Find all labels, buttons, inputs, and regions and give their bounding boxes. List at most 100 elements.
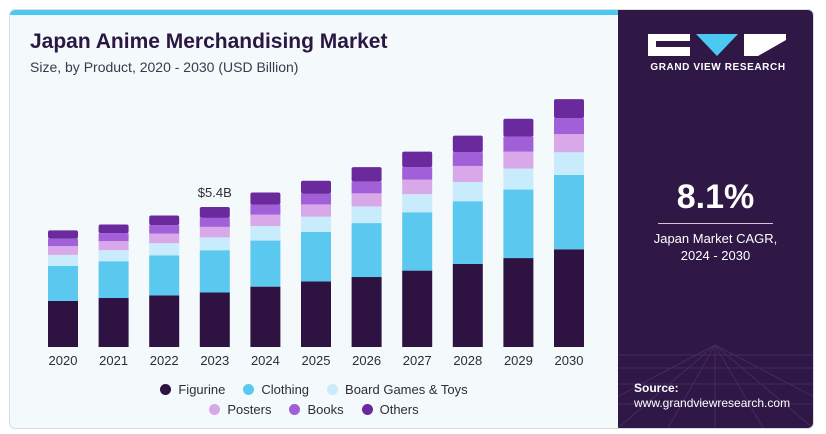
- cagr-label-line1: Japan Market CAGR,: [653, 231, 778, 246]
- bar-segment-figurine-2020: [48, 300, 78, 347]
- bar-segment-figurine-2021: [98, 298, 129, 347]
- bar-segment-board-games-toys-2020: [48, 254, 78, 266]
- bar-segment-figurine-2024: [250, 286, 281, 347]
- bar-segment-books-2030: [554, 118, 584, 135]
- bar-segment-clothing-2028: [452, 201, 483, 264]
- x-tick-label-2022: 2022: [150, 353, 179, 368]
- bar-segment-clothing-2027: [402, 212, 433, 271]
- x-tick-label-2030: 2030: [555, 353, 584, 368]
- chart-panel: Japan Anime Merchandising Market Size, b…: [10, 10, 618, 428]
- source-block: Source: www.grandviewresearch.com: [634, 381, 790, 411]
- x-tick-label-2026: 2026: [352, 353, 381, 368]
- bar-segment-others-2021: [98, 224, 129, 234]
- bar-segment-books-2022: [149, 225, 180, 234]
- bar-segment-others-2025: [301, 180, 331, 194]
- bar-segment-others-2020: [48, 230, 78, 239]
- bar-segment-board-games-toys-2027: [402, 194, 433, 213]
- bar-segment-figurine-2029: [503, 258, 534, 347]
- bar-segment-board-games-toys-2022: [149, 243, 180, 256]
- x-tick-label-2029: 2029: [504, 353, 533, 368]
- bar-segment-books-2024: [250, 204, 281, 215]
- bar-segment-clothing-2020: [48, 265, 78, 301]
- bar-segment-figurine-2023: [199, 292, 230, 347]
- legend-item-clothing: Clothing: [243, 382, 309, 397]
- perspective-grid-decoration: [618, 344, 813, 428]
- bar-segment-posters-2020: [48, 246, 78, 255]
- bar-segment-figurine-2026: [351, 277, 382, 347]
- x-tick-label-2027: 2027: [403, 353, 432, 368]
- cagr-label: Japan Market CAGR, 2024 - 2030: [618, 230, 813, 264]
- bar-segment-posters-2023: [199, 226, 230, 238]
- bar-segment-others-2022: [149, 215, 180, 226]
- logo-text: GRAND VIEW RESEARCH: [650, 62, 786, 73]
- bar-segment-books-2021: [98, 233, 129, 242]
- bar-segment-others-2023: [199, 207, 230, 218]
- accent-bar: [10, 10, 618, 15]
- bar-segment-board-games-toys-2025: [301, 216, 331, 232]
- bar-segment-clothing-2030: [554, 174, 584, 250]
- legend-label: Books: [307, 401, 344, 417]
- bar-segment-board-games-toys-2030: [554, 152, 584, 175]
- chart-title: Japan Anime Merchandising Market: [30, 30, 388, 53]
- bar-segment-posters-2030: [554, 134, 584, 153]
- legend-row-2: Posters Books Others: [10, 399, 618, 419]
- logo-v-icon: [696, 34, 738, 56]
- legend-swatch-board-games-toys: [327, 383, 339, 395]
- bar-segment-board-games-toys-2026: [351, 206, 382, 224]
- bar-segment-others-2026: [351, 167, 382, 182]
- legend-item-figurine: Figurine: [160, 382, 225, 397]
- bar-segment-books-2025: [301, 193, 331, 205]
- bar-segment-board-games-toys-2029: [503, 168, 534, 190]
- bar-segment-books-2023: [199, 217, 230, 227]
- bar-segment-posters-2022: [149, 233, 180, 244]
- bar-segment-clothing-2024: [250, 240, 281, 287]
- bar-segment-figurine-2025: [301, 281, 331, 347]
- legend-swatch-posters: [209, 403, 221, 415]
- bar-segment-posters-2028: [452, 165, 483, 182]
- x-tick-label-2021: 2021: [99, 353, 128, 368]
- logo-g-icon: [648, 34, 690, 56]
- bar-segment-figurine-2022: [149, 295, 180, 347]
- source-label: Source:: [634, 381, 679, 395]
- bar-segment-posters-2025: [301, 204, 331, 217]
- bar-segment-posters-2027: [402, 179, 433, 195]
- bar-segment-books-2029: [503, 136, 534, 152]
- legend-item-others: Others: [361, 401, 419, 417]
- side-panel: GRAND VIEW RESEARCH 8.1% Japan Market CA…: [618, 10, 813, 428]
- bar-segment-posters-2026: [351, 193, 382, 207]
- bar-segment-posters-2029: [503, 151, 534, 169]
- bar-segment-others-2024: [250, 192, 281, 205]
- bar-segment-board-games-toys-2021: [98, 250, 129, 262]
- legend-swatch-others: [361, 403, 373, 415]
- legend-label: Others: [379, 401, 419, 417]
- x-tick-label-2020: 2020: [49, 353, 78, 368]
- cagr-value: 8.1%: [676, 178, 755, 216]
- data-label-2023: $5.4B: [198, 185, 232, 200]
- bar-segment-books-2028: [452, 152, 483, 166]
- company-logo: GRAND VIEW RESEARCH: [648, 34, 788, 73]
- legend-item-board-games-toys: Board Games & Toys: [327, 382, 468, 397]
- bar-segment-posters-2021: [98, 241, 129, 251]
- source-url[interactable]: www.grandviewresearch.com: [634, 396, 791, 410]
- bar-segment-board-games-toys-2023: [199, 237, 230, 251]
- legend-label: Figurine: [178, 381, 226, 397]
- bar-segment-posters-2024: [250, 214, 281, 226]
- bar-segment-figurine-2030: [554, 249, 584, 347]
- legend-item-posters: Posters: [209, 402, 271, 417]
- bar-segment-figurine-2027: [402, 270, 433, 347]
- x-tick-label-2028: 2028: [453, 353, 482, 368]
- bar-segment-books-2026: [351, 181, 382, 194]
- legend-label: Posters: [227, 401, 272, 417]
- chart-subtitle: Size, by Product, 2020 - 2030 (USD Billi…: [30, 59, 299, 75]
- infographic-card: Japan Anime Merchandising Market Size, b…: [9, 9, 814, 429]
- legend-item-books: Books: [289, 401, 344, 417]
- legend-swatch-books: [289, 403, 301, 415]
- bar-segment-others-2029: [503, 118, 534, 137]
- cagr-label-line2: 2024 - 2030: [680, 248, 751, 263]
- legend-swatch-figurine: [160, 383, 172, 395]
- cagr-divider: [658, 223, 773, 224]
- bar-segment-others-2028: [452, 135, 483, 153]
- legend-row-1: Figurine Clothing Board Games & Toys: [10, 379, 618, 399]
- bar-segment-clothing-2023: [199, 250, 230, 293]
- x-tick-label-2023: 2023: [200, 353, 229, 368]
